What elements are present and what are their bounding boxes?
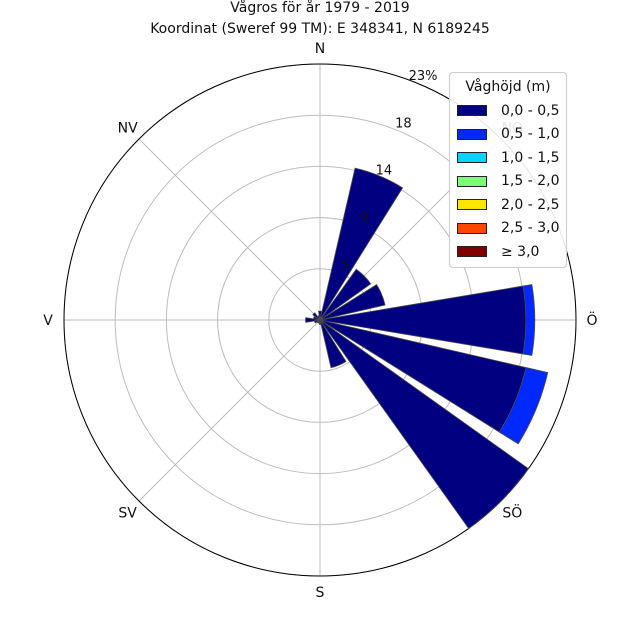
direction-label-6: V [43, 313, 53, 329]
direction-label-5: SV [118, 505, 137, 521]
legend-swatch [457, 222, 487, 234]
legend: Våghöjd (m) 0,0 - 0,5 0,5 - 1,0 1,0 - 1,5 1… [449, 72, 567, 268]
sector-bar-15-0 [317, 315, 321, 321]
radial-tick-label-2: 14 [376, 164, 393, 179]
legend-item-3: 1,5 - 2,0 [450, 170, 566, 194]
outer-ring [63, 63, 577, 577]
legend-item-4: 2,0 - 2,5 [450, 193, 566, 217]
sector-bar-2-0 [319, 268, 372, 321]
direction-label-7: NV [118, 121, 138, 137]
legend-label: 0,5 - 1,0 [501, 126, 560, 143]
legend-swatch [457, 128, 487, 140]
radial-tick-label-3: 18 [395, 116, 412, 131]
legend-swatch [457, 105, 487, 117]
legend-item-2: 1,0 - 1,5 [450, 146, 566, 170]
direction-label-4: S [316, 585, 325, 601]
radial-tick-label-4: 23% [409, 69, 438, 84]
grid-spoke-7 [138, 138, 321, 321]
sector-bar-1-0 [319, 167, 404, 321]
sector-bar-0-0 [318, 310, 322, 321]
legend-items: 0,0 - 0,5 0,5 - 1,0 1,0 - 1,5 1,5 - 2,0 2,0 … [450, 99, 566, 264]
sector-bars [305, 167, 549, 529]
chart-title: Vågros för år 1979 - 2019 [230, 0, 409, 16]
legend-swatch [457, 152, 487, 164]
legend-item-6: ≥ 3,0 [450, 240, 566, 264]
legend-item-0: 0,0 - 0,5 [450, 99, 566, 123]
direction-label-3: SÖ [502, 503, 522, 521]
radial-tick-label-1: 9 [360, 211, 368, 226]
chart-subtitle: Koordinat (Sweref 99 TM): E 348341, N 61… [150, 21, 490, 37]
radial-tick-labels: 5 9 14 18 23% [341, 69, 438, 273]
sector-bar-4-1 [522, 284, 536, 356]
sector-bar-14-0 [312, 312, 321, 321]
sector-bar-12-0 [305, 317, 321, 323]
direction-label-0: N [315, 41, 325, 57]
legend-label: 0,0 - 0,5 [501, 102, 560, 119]
legend-title: Våghöjd (m) [465, 79, 551, 95]
legend-item-1: 0,5 - 1,0 [450, 123, 566, 147]
sector-bar-6-0 [319, 319, 529, 529]
sector-bar-3-0 [319, 284, 386, 321]
legend-label: 2,0 - 2,5 [501, 196, 560, 213]
legend-swatch [457, 175, 487, 187]
legend-swatch [457, 199, 487, 211]
grid-spoke-5 [138, 319, 321, 502]
sector-bar-5-1 [498, 367, 549, 445]
legend-label: 1,5 - 2,0 [501, 173, 560, 190]
sector-bar-7-0 [319, 319, 347, 369]
legend-label: ≥ 3,0 [501, 243, 540, 260]
legend-label: 2,5 - 3,0 [501, 220, 560, 237]
radial-tick-label-0: 5 [341, 258, 349, 273]
legend-swatch [457, 246, 487, 258]
direction-label-2: Ö [586, 311, 597, 329]
legend-item-5: 2,5 - 3,0 [450, 217, 566, 241]
legend-label: 1,0 - 1,5 [501, 149, 560, 166]
